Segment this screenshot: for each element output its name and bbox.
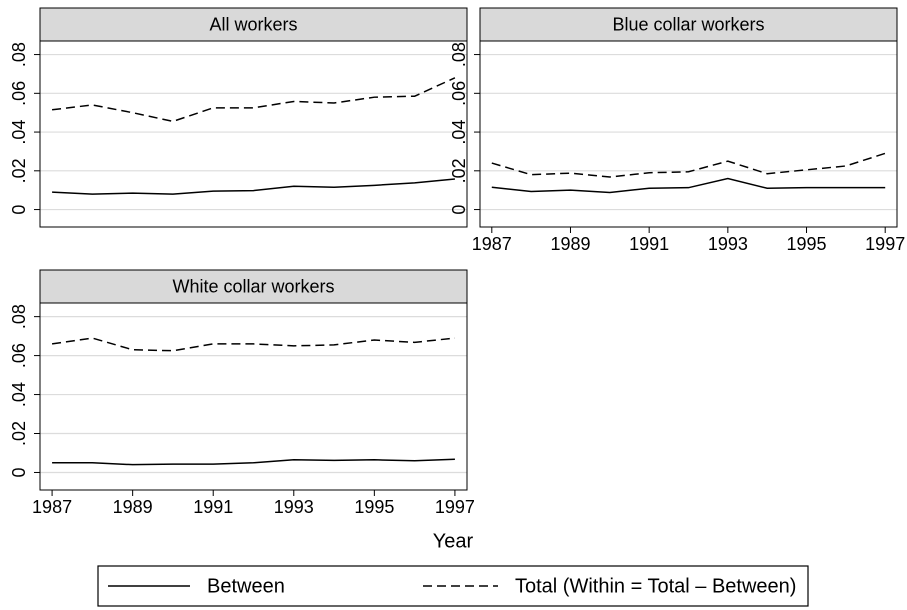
y-tick-label: .08 [9, 304, 29, 329]
y-tick-label: .08 [449, 42, 469, 67]
plot-frame [479, 40, 898, 228]
x-tick-label: 1997 [865, 234, 905, 254]
x-tick-label: 1993 [274, 497, 314, 517]
y-tick-label: .02 [449, 158, 469, 183]
y-tick-label: 0 [9, 467, 29, 477]
series-line [491, 177, 886, 194]
y-tick-label: .04 [9, 382, 29, 407]
y-tick-label: .06 [9, 343, 29, 368]
x-tick-label: 1995 [786, 234, 826, 254]
x-tick-label: 1997 [435, 497, 475, 517]
panel-title: Blue collar workers [612, 14, 764, 34]
y-tick-label: .04 [449, 120, 469, 145]
x-tick-label: 1991 [629, 234, 669, 254]
y-tick-label: .06 [449, 81, 469, 106]
series-line [51, 77, 456, 123]
series-line [51, 337, 455, 352]
series-line [52, 458, 455, 466]
y-tick-label: 0 [9, 205, 29, 215]
x-tick-label: 1989 [550, 234, 590, 254]
series-line [52, 178, 455, 195]
y-tick-label: .06 [9, 81, 29, 106]
panel-title: All workers [209, 14, 297, 34]
plot-frame [39, 302, 468, 491]
x-tick-label: 1991 [193, 497, 233, 517]
x-tick-label: 1993 [708, 234, 748, 254]
legend-label: Between [207, 575, 285, 597]
x-tick-label: 1989 [113, 497, 153, 517]
x-axis-title: Year [433, 530, 474, 552]
legend-label: Total (Within = Total – Between) [515, 575, 796, 597]
y-tick-label: .02 [9, 158, 29, 183]
panel-header [39, 269, 468, 304]
panel-header [39, 7, 468, 42]
plot-frame [39, 40, 468, 228]
x-tick-label: 1987 [472, 234, 512, 254]
panel-title: White collar workers [172, 276, 334, 296]
x-tick-label: 1995 [354, 497, 394, 517]
y-tick-label: .04 [9, 120, 29, 145]
series-line [491, 152, 886, 178]
y-tick-label: 0 [449, 205, 469, 215]
y-tick-label: .02 [9, 421, 29, 446]
x-tick-label: 1987 [32, 497, 72, 517]
y-tick-label: .08 [9, 42, 29, 67]
